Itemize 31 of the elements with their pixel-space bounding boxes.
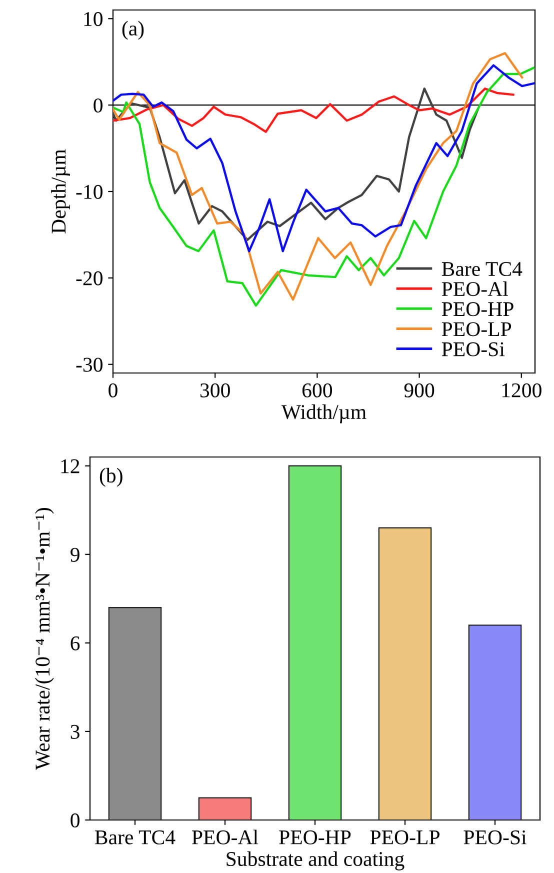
x-tick-label: 600 <box>302 383 332 398</box>
legend-label: PEO-LP <box>442 322 512 336</box>
y-axis-title: Depth/µm <box>51 149 70 234</box>
x-tick-label: Bare TC4 <box>94 830 176 844</box>
y-tick-label: -30 <box>76 358 102 372</box>
x-tick-label: PEO-Al <box>192 830 258 844</box>
legend-label: PEO-Al <box>442 281 508 296</box>
x-tick-label: PEO-HP <box>279 830 351 844</box>
x-tick-label: 900 <box>404 383 434 398</box>
y-tick-label: 0 <box>94 98 102 113</box>
annotation: (b) <box>100 468 122 487</box>
y-tick-label: 9 <box>70 548 80 562</box>
y-tick-label: 0 <box>70 813 80 828</box>
y-axis-title: Wear rate/(10⁻⁴ mm³•N⁻¹•m⁻¹) <box>34 508 54 770</box>
x-tick-label: PEO-LP <box>370 830 440 844</box>
x-axis-title: Substrate and coating <box>226 851 404 870</box>
legend-label: Bare TC4 <box>442 262 522 276</box>
annotation: (a) <box>122 20 144 40</box>
y-tick-label: 3 <box>70 724 80 739</box>
y-tick-label: -10 <box>76 184 102 199</box>
x-tick-label: 0 <box>108 383 118 398</box>
y-tick-label: -20 <box>76 271 102 286</box>
legend-label: PEO-Si <box>442 342 505 356</box>
y-tick-label: 6 <box>70 636 80 650</box>
y-tick-label: 10 <box>84 12 102 26</box>
x-tick-label: 1200 <box>502 383 542 398</box>
y-tick-label: 12 <box>61 459 80 474</box>
x-tick-label: PEO-Si <box>464 830 526 844</box>
x-tick-label: 300 <box>200 383 230 398</box>
legend-label: PEO-HP <box>442 302 514 316</box>
x-axis-title: Width/µm <box>281 404 366 424</box>
